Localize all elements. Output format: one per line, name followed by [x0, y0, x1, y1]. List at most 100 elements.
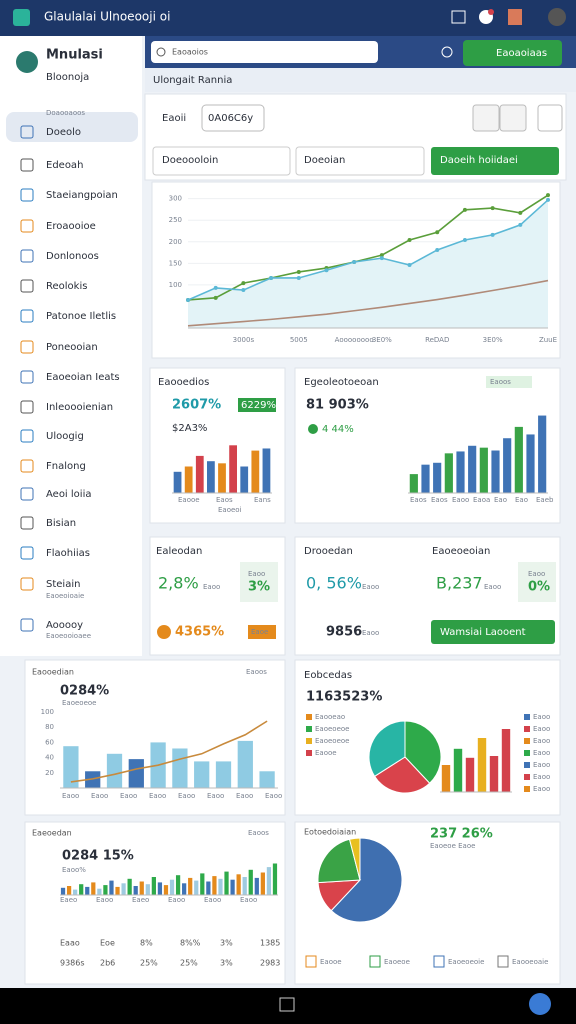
label: Doeoooloin: [162, 155, 218, 166]
nav-avatar[interactable]: [529, 993, 551, 1015]
bar: [501, 729, 511, 792]
label: Aoooooooo: [335, 336, 374, 344]
label: Eaos: [216, 496, 233, 504]
tag-button[interactable]: [499, 104, 527, 132]
label: Glaulalai Ulnoeooji oi: [44, 10, 170, 24]
label[interactable]: Patonoe Iletlis: [46, 311, 116, 322]
legend-swatch: [524, 714, 530, 720]
pie-slice: [368, 720, 406, 777]
point: [296, 275, 301, 280]
label: Eaoeooioaee: [46, 632, 91, 640]
card: [149, 367, 286, 524]
label: Eaoeoeoe: [315, 737, 349, 745]
menu-icon: [20, 125, 34, 139]
user-button[interactable]: [463, 40, 562, 66]
settings-icon[interactable]: [441, 46, 453, 58]
label[interactable]: Reolokis: [46, 281, 87, 292]
bar: [175, 875, 181, 895]
label[interactable]: Poneooian: [46, 342, 98, 353]
profile-icon[interactable]: [508, 9, 522, 25]
label: 9386s: [60, 959, 85, 968]
label[interactable]: Inleoooienian: [46, 402, 113, 413]
label: Eaao: [60, 939, 80, 948]
label: Eaooe: [315, 749, 337, 757]
bar: [79, 884, 84, 895]
menu-icon: [20, 516, 34, 530]
search-box[interactable]: [151, 41, 378, 63]
bar: [230, 879, 235, 895]
bar: [254, 877, 259, 895]
label[interactable]: Steiain: [46, 579, 80, 590]
label[interactable]: Staeiangpoian: [46, 190, 118, 201]
label: 25%: [140, 959, 158, 968]
label[interactable]: Eaoeoian Ieats: [46, 372, 120, 383]
avatar[interactable]: [548, 8, 566, 26]
filter-input[interactable]: [201, 104, 265, 132]
point: [241, 281, 246, 286]
nav-icon[interactable]: [279, 997, 295, 1012]
label[interactable]: Eaooe: [320, 958, 342, 966]
label: 200: [169, 238, 182, 246]
button[interactable]: [431, 620, 555, 644]
label: Eaoos: [248, 829, 269, 837]
label[interactable]: Eaooeoaie: [512, 958, 548, 966]
label: 0%: [528, 580, 550, 595]
label: 3E0%: [483, 336, 503, 344]
label[interactable]: Edeoah: [46, 160, 83, 171]
search-button[interactable]: [537, 104, 563, 132]
point: [296, 269, 301, 274]
bar: [173, 471, 182, 493]
label: $2A3%: [172, 423, 207, 434]
legend-swatch: [306, 738, 312, 744]
label: Eaoe: [251, 628, 268, 636]
label: Eaoeoeoe: [315, 725, 349, 733]
legend-swatch: [306, 750, 312, 756]
bar: [218, 463, 226, 493]
label[interactable]: Uloogig: [46, 431, 84, 442]
label[interactable]: Fnalong: [46, 461, 86, 472]
label[interactable]: Aooooy: [46, 620, 83, 631]
select[interactable]: [295, 146, 425, 176]
bar: [109, 880, 114, 895]
menu-icon: [20, 370, 34, 384]
label[interactable]: Doeolo: [46, 127, 81, 138]
label: 1163523%: [306, 690, 382, 705]
bar: [169, 879, 175, 895]
bar: [194, 761, 210, 788]
badge: [486, 376, 532, 388]
point: [518, 210, 523, 215]
bar: [538, 415, 547, 493]
label: 4 44%: [322, 424, 354, 435]
label[interactable]: Eaoeoe: [384, 958, 410, 966]
action-button[interactable]: [431, 147, 559, 175]
label[interactable]: Flaohiias: [46, 548, 90, 559]
active-item[interactable]: [6, 112, 138, 142]
label: 9856: [326, 625, 362, 640]
bar: [489, 756, 499, 792]
legend-swatch: [524, 762, 530, 768]
label: Bloonoja: [46, 72, 89, 83]
menu-icon: [20, 279, 34, 293]
label[interactable]: Aeoi loiia: [46, 489, 91, 500]
label[interactable]: Eroaooioe: [46, 221, 96, 232]
point: [407, 263, 412, 268]
menu-icon: [20, 400, 34, 414]
label[interactable]: Donlonoos: [46, 251, 99, 262]
point: [186, 297, 190, 302]
label[interactable]: Bisian: [46, 518, 76, 529]
bar: [218, 878, 223, 895]
bar: [503, 438, 512, 493]
label: Eaoo: [120, 792, 137, 800]
label: Eaoo: [204, 896, 221, 904]
label: Eao: [494, 496, 507, 504]
label: Eaoo: [207, 792, 224, 800]
check-button[interactable]: [472, 104, 500, 132]
bar: [207, 461, 215, 493]
label[interactable]: Eaoeoeoie: [448, 958, 484, 966]
label: Eobcedas: [304, 670, 352, 681]
label: Eaeo: [132, 896, 149, 904]
bar: [272, 863, 278, 895]
home-icon[interactable]: [451, 10, 466, 24]
select[interactable]: [152, 146, 291, 176]
menu-icon: [20, 546, 34, 560]
